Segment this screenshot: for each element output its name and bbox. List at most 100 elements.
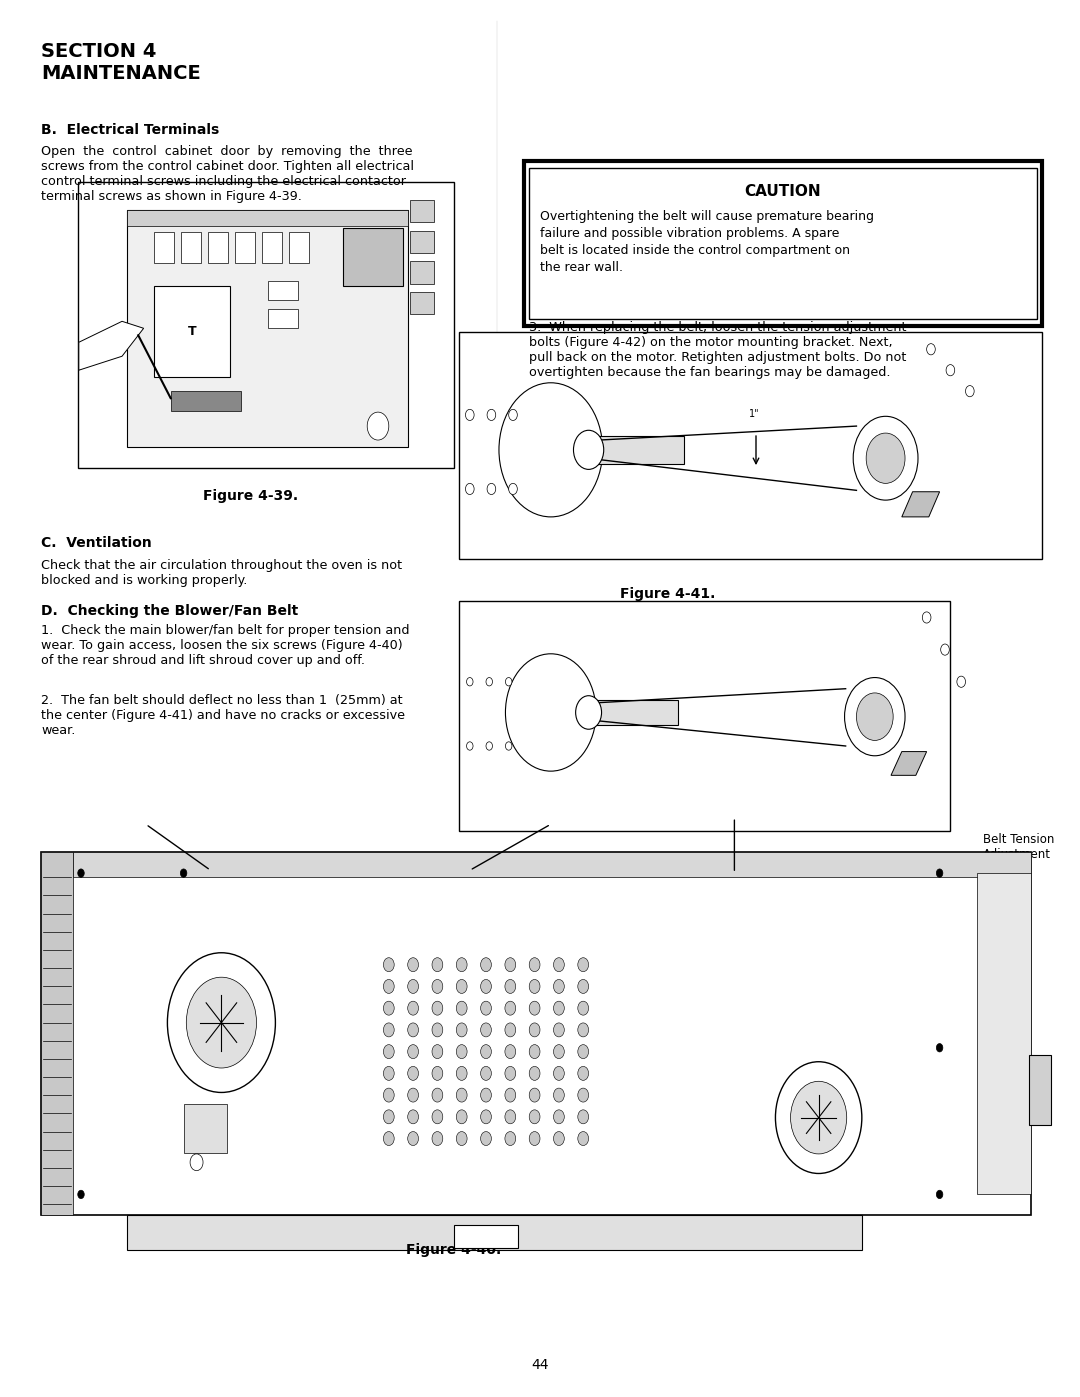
Circle shape <box>383 1066 394 1080</box>
Circle shape <box>190 1154 203 1171</box>
Circle shape <box>529 1045 540 1059</box>
Circle shape <box>481 958 491 972</box>
Text: 3.  When replacing the belt, loosen the tension adjustment
bolts (Figure 4-42) o: 3. When replacing the belt, loosen the t… <box>529 321 907 380</box>
Bar <box>127 210 408 447</box>
Text: Figure 4-39.: Figure 4-39. <box>203 489 298 503</box>
Circle shape <box>505 654 596 771</box>
Circle shape <box>509 483 517 495</box>
Circle shape <box>383 1088 394 1102</box>
Circle shape <box>505 742 512 750</box>
Circle shape <box>529 1066 540 1080</box>
Bar <box>154 286 230 377</box>
Text: Overtightening the belt will cause premature bearing
failure and possible vibrat: Overtightening the belt will cause prema… <box>540 210 874 274</box>
Circle shape <box>791 1081 847 1154</box>
Bar <box>581 700 678 725</box>
Bar <box>977 873 1031 1194</box>
Bar <box>41 852 1031 1215</box>
Bar <box>524 161 1042 326</box>
Circle shape <box>432 1002 443 1016</box>
Circle shape <box>922 612 931 623</box>
Circle shape <box>486 678 492 686</box>
Circle shape <box>383 1132 394 1146</box>
Circle shape <box>576 696 602 729</box>
Circle shape <box>457 1045 467 1059</box>
Circle shape <box>408 1002 419 1016</box>
Circle shape <box>457 1109 467 1123</box>
Circle shape <box>554 1066 564 1080</box>
Circle shape <box>504 1066 516 1080</box>
Circle shape <box>457 1088 467 1102</box>
Text: Figure 4-42.: Figure 4-42. <box>620 863 715 877</box>
Circle shape <box>457 1002 467 1016</box>
Bar <box>410 231 434 253</box>
Circle shape <box>481 1109 491 1123</box>
Circle shape <box>554 1088 564 1102</box>
Circle shape <box>554 1132 564 1146</box>
Circle shape <box>957 676 966 687</box>
Circle shape <box>578 1132 589 1146</box>
Bar <box>171 391 241 411</box>
Bar <box>73 852 1031 877</box>
Bar <box>184 1104 227 1153</box>
Bar <box>459 332 1042 559</box>
Circle shape <box>573 430 604 469</box>
Text: Figure 4-41.: Figure 4-41. <box>620 587 715 601</box>
Circle shape <box>487 409 496 420</box>
Circle shape <box>481 1132 491 1146</box>
Bar <box>459 601 950 831</box>
Circle shape <box>504 979 516 993</box>
Circle shape <box>432 979 443 993</box>
Circle shape <box>367 412 389 440</box>
Circle shape <box>408 1088 419 1102</box>
Circle shape <box>578 1045 589 1059</box>
Circle shape <box>845 678 905 756</box>
Circle shape <box>578 979 589 993</box>
Bar <box>154 232 174 263</box>
Circle shape <box>554 1002 564 1016</box>
Circle shape <box>866 433 905 483</box>
Circle shape <box>457 979 467 993</box>
Circle shape <box>383 1109 394 1123</box>
Circle shape <box>457 1132 467 1146</box>
Circle shape <box>504 1109 516 1123</box>
Text: B.  Electrical Terminals: B. Electrical Terminals <box>41 123 219 137</box>
Circle shape <box>457 958 467 972</box>
Bar <box>289 232 309 263</box>
Text: Open  the  control  cabinet  door  by  removing  the  three
screws from the cont: Open the control cabinet door by removin… <box>41 145 414 204</box>
Circle shape <box>509 409 517 420</box>
Text: 2.  The fan belt should deflect no less than 1  (25mm) at
the center (Figure 4-4: 2. The fan belt should deflect no less t… <box>41 694 405 738</box>
Circle shape <box>504 1045 516 1059</box>
Circle shape <box>167 953 275 1092</box>
Bar <box>410 261 434 284</box>
Circle shape <box>383 1002 394 1016</box>
Circle shape <box>554 1109 564 1123</box>
Circle shape <box>457 1066 467 1080</box>
Bar <box>181 232 201 263</box>
Circle shape <box>504 1088 516 1102</box>
Circle shape <box>529 979 540 993</box>
Circle shape <box>936 1190 943 1199</box>
Circle shape <box>927 344 935 355</box>
Circle shape <box>383 979 394 993</box>
Circle shape <box>578 1066 589 1080</box>
Circle shape <box>408 979 419 993</box>
Circle shape <box>432 1132 443 1146</box>
Text: 44: 44 <box>531 1358 549 1372</box>
Circle shape <box>936 869 943 877</box>
Bar <box>581 436 684 464</box>
Circle shape <box>486 742 492 750</box>
Circle shape <box>408 1109 419 1123</box>
Text: C.  Ventilation: C. Ventilation <box>41 536 152 550</box>
Text: D.  Checking the Blower/Fan Belt: D. Checking the Blower/Fan Belt <box>41 604 298 617</box>
Circle shape <box>78 869 84 877</box>
Circle shape <box>467 678 473 686</box>
Circle shape <box>529 958 540 972</box>
Circle shape <box>180 869 187 877</box>
Circle shape <box>432 1066 443 1080</box>
Polygon shape <box>891 752 927 775</box>
Circle shape <box>481 1066 491 1080</box>
Bar <box>235 232 255 263</box>
Circle shape <box>578 1088 589 1102</box>
Circle shape <box>408 1045 419 1059</box>
Circle shape <box>554 1023 564 1037</box>
